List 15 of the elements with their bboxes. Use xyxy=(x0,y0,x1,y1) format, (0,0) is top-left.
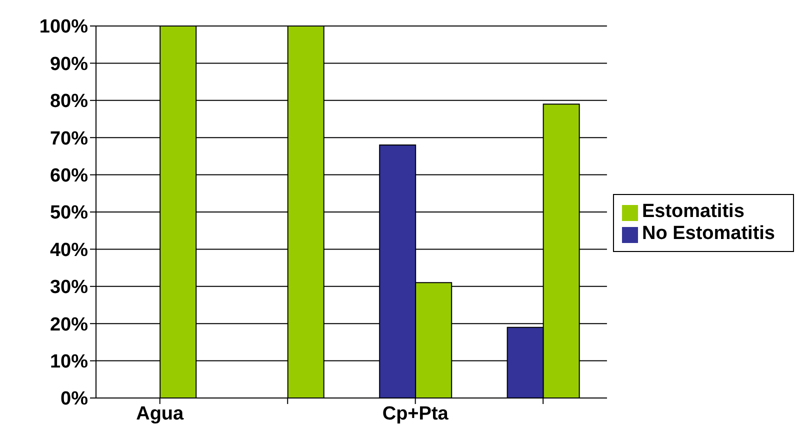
y-tick-label: 10% xyxy=(50,352,88,373)
y-tick-label: 80% xyxy=(50,91,88,112)
x-tick-label: Cp+Pta xyxy=(382,403,449,424)
y-tick-label: 70% xyxy=(50,128,88,150)
x-tick-label: Agua xyxy=(136,403,184,424)
y-tick-label: 0% xyxy=(60,388,88,410)
y-tick-label: 60% xyxy=(50,166,88,187)
y-tick-label: 50% xyxy=(50,202,88,224)
y-tick-label: 90% xyxy=(50,54,88,75)
y-tick-label: 30% xyxy=(50,277,88,298)
legend-label: No Estomatitis xyxy=(642,223,775,244)
y-tick-label: 100% xyxy=(39,16,88,38)
y-tick-label: 20% xyxy=(50,314,88,336)
legend-label: Estomatitis xyxy=(642,201,744,222)
y-tick-label: 40% xyxy=(50,240,88,261)
